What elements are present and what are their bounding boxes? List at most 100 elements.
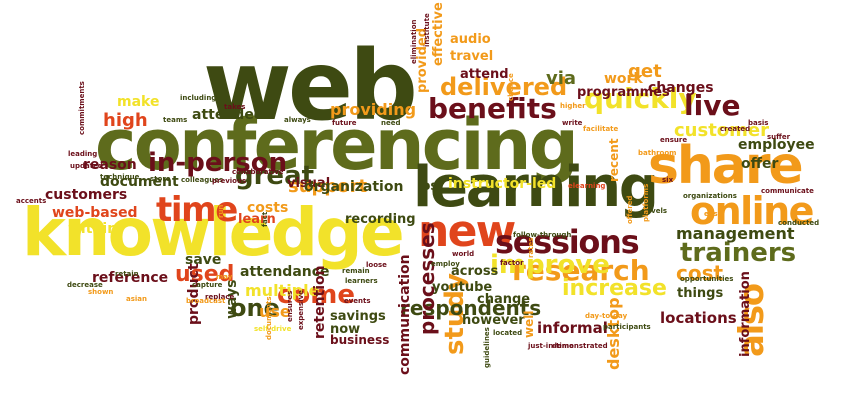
cloud-word: platforms (642, 183, 650, 222)
cloud-word: get (628, 61, 662, 82)
cloud-word: effective (431, 2, 446, 66)
cloud-word: retain (115, 270, 139, 278)
cloud-word: attendees (192, 107, 272, 123)
cloud-word: world (452, 250, 475, 258)
cloud-word: commitments (78, 81, 86, 135)
cloud-word: teams (163, 116, 188, 124)
cloud-word: employ (431, 260, 460, 268)
cloud-word: communicate (761, 187, 814, 195)
cloud-word: shown (88, 288, 114, 296)
cloud-word: product (186, 263, 202, 325)
cloud-word: created (720, 125, 751, 133)
cloud-word: delivered (440, 73, 568, 101)
cloud-word: including (180, 94, 217, 102)
cloud-word: costs (247, 200, 289, 216)
cloud-word: previous (212, 177, 247, 185)
cloud-word: improve (490, 250, 610, 280)
cloud-word: replace (205, 293, 235, 301)
cloud-word: savings (330, 309, 386, 324)
cloud-word: customer (674, 120, 770, 141)
cloud-word: new (418, 206, 516, 257)
cloud-word: conducted (778, 219, 820, 227)
cloud-word: trainers (680, 238, 797, 268)
cloud-word: come (277, 280, 355, 310)
cloud-word: fact (261, 211, 269, 227)
cloud-word: via (546, 68, 577, 89)
cloud-word: elimination (410, 19, 418, 65)
cloud-word: organizations (683, 192, 737, 200)
cloud-word: web-based (52, 205, 138, 221)
cloud-word: processes (415, 222, 439, 335)
cloud-word: elearning (568, 182, 606, 190)
cloud-word: write (562, 119, 583, 127)
cloud-word: ensure (660, 136, 688, 144)
cloud-word: business (330, 333, 390, 347)
cloud-word: follow-through (513, 231, 572, 239)
cloud-word: learn (238, 212, 276, 227)
cloud-word: expensive (297, 290, 305, 330)
cloud-word: knowledge (22, 194, 405, 271)
cloud-word: day-to-day (585, 312, 628, 320)
cloud-word: within (68, 221, 118, 237)
cloud-word: locations (660, 309, 737, 327)
cloud-word: rates (527, 237, 535, 258)
cloud-word: recent (607, 138, 621, 182)
cloud-word: cost (676, 261, 724, 285)
cloud-word: just-in-time (528, 342, 574, 350)
cloud-word: used (175, 262, 235, 287)
cloud-word: programmes (577, 85, 670, 100)
cloud-word: levels (644, 207, 668, 215)
cloud-word: recording (345, 212, 416, 227)
cloud-word: respondents (400, 296, 542, 320)
cloud-word: reason (83, 157, 137, 173)
cloud-word: attend (460, 67, 509, 82)
cloud-word: leading (68, 150, 98, 158)
cloud-word: capture (192, 281, 223, 289)
cloud-word: document (100, 174, 179, 190)
cloud-word: chance (507, 73, 515, 101)
cloud-word: conferencing (95, 104, 579, 186)
cloud-word: customers (45, 187, 128, 203)
cloud-word: youtube (432, 280, 493, 295)
cloud-word: multiple (245, 281, 320, 300)
cloud-word: attendance (240, 264, 330, 280)
cloud-word: sessions (495, 223, 640, 261)
cloud-word: well (522, 310, 536, 338)
cloud-word: however (462, 313, 525, 328)
cloud-word: basis (748, 119, 769, 127)
cloud-word: opportunities (680, 275, 734, 283)
cloud-word: organization (304, 179, 404, 195)
cloud-word: institute (423, 13, 431, 47)
cloud-word: management (676, 224, 795, 243)
cloud-word: communication (397, 254, 413, 375)
cloud-word: participants (603, 323, 651, 331)
cloud-word: web (203, 30, 418, 142)
cloud-word: research (512, 254, 650, 287)
cloud-word: learners (345, 277, 378, 285)
cloud-word: make (117, 94, 160, 110)
cloud-word: information (738, 271, 753, 357)
cloud-word: guidelines (483, 327, 491, 368)
cloud-word: documents (265, 296, 273, 341)
cloud-word: time (156, 190, 238, 230)
cloud-word: accents (16, 197, 47, 205)
cloud-word: things (677, 286, 724, 301)
cloud-word: loose (366, 261, 387, 269)
cloud-word: changes (648, 80, 714, 96)
cloud-word: employee (738, 137, 815, 153)
cloud-word: instructor-led (448, 176, 557, 192)
cloud-word: benefits (428, 92, 557, 125)
cloud-word: broadcast (186, 297, 226, 305)
cloud-word: audio (450, 32, 491, 47)
cloud-word: visual (287, 176, 331, 191)
cloud-word: need (381, 119, 401, 127)
cloud-word: use (259, 302, 291, 321)
cloud-word: suffer (767, 133, 791, 141)
cloud-word: work (604, 71, 643, 87)
cloud-word: colleagues (181, 176, 224, 184)
cloud-word: providing (330, 100, 417, 119)
cloud-word: six (662, 176, 674, 184)
cloud-word: change (477, 292, 531, 307)
cloud-word: decrease (67, 281, 103, 289)
